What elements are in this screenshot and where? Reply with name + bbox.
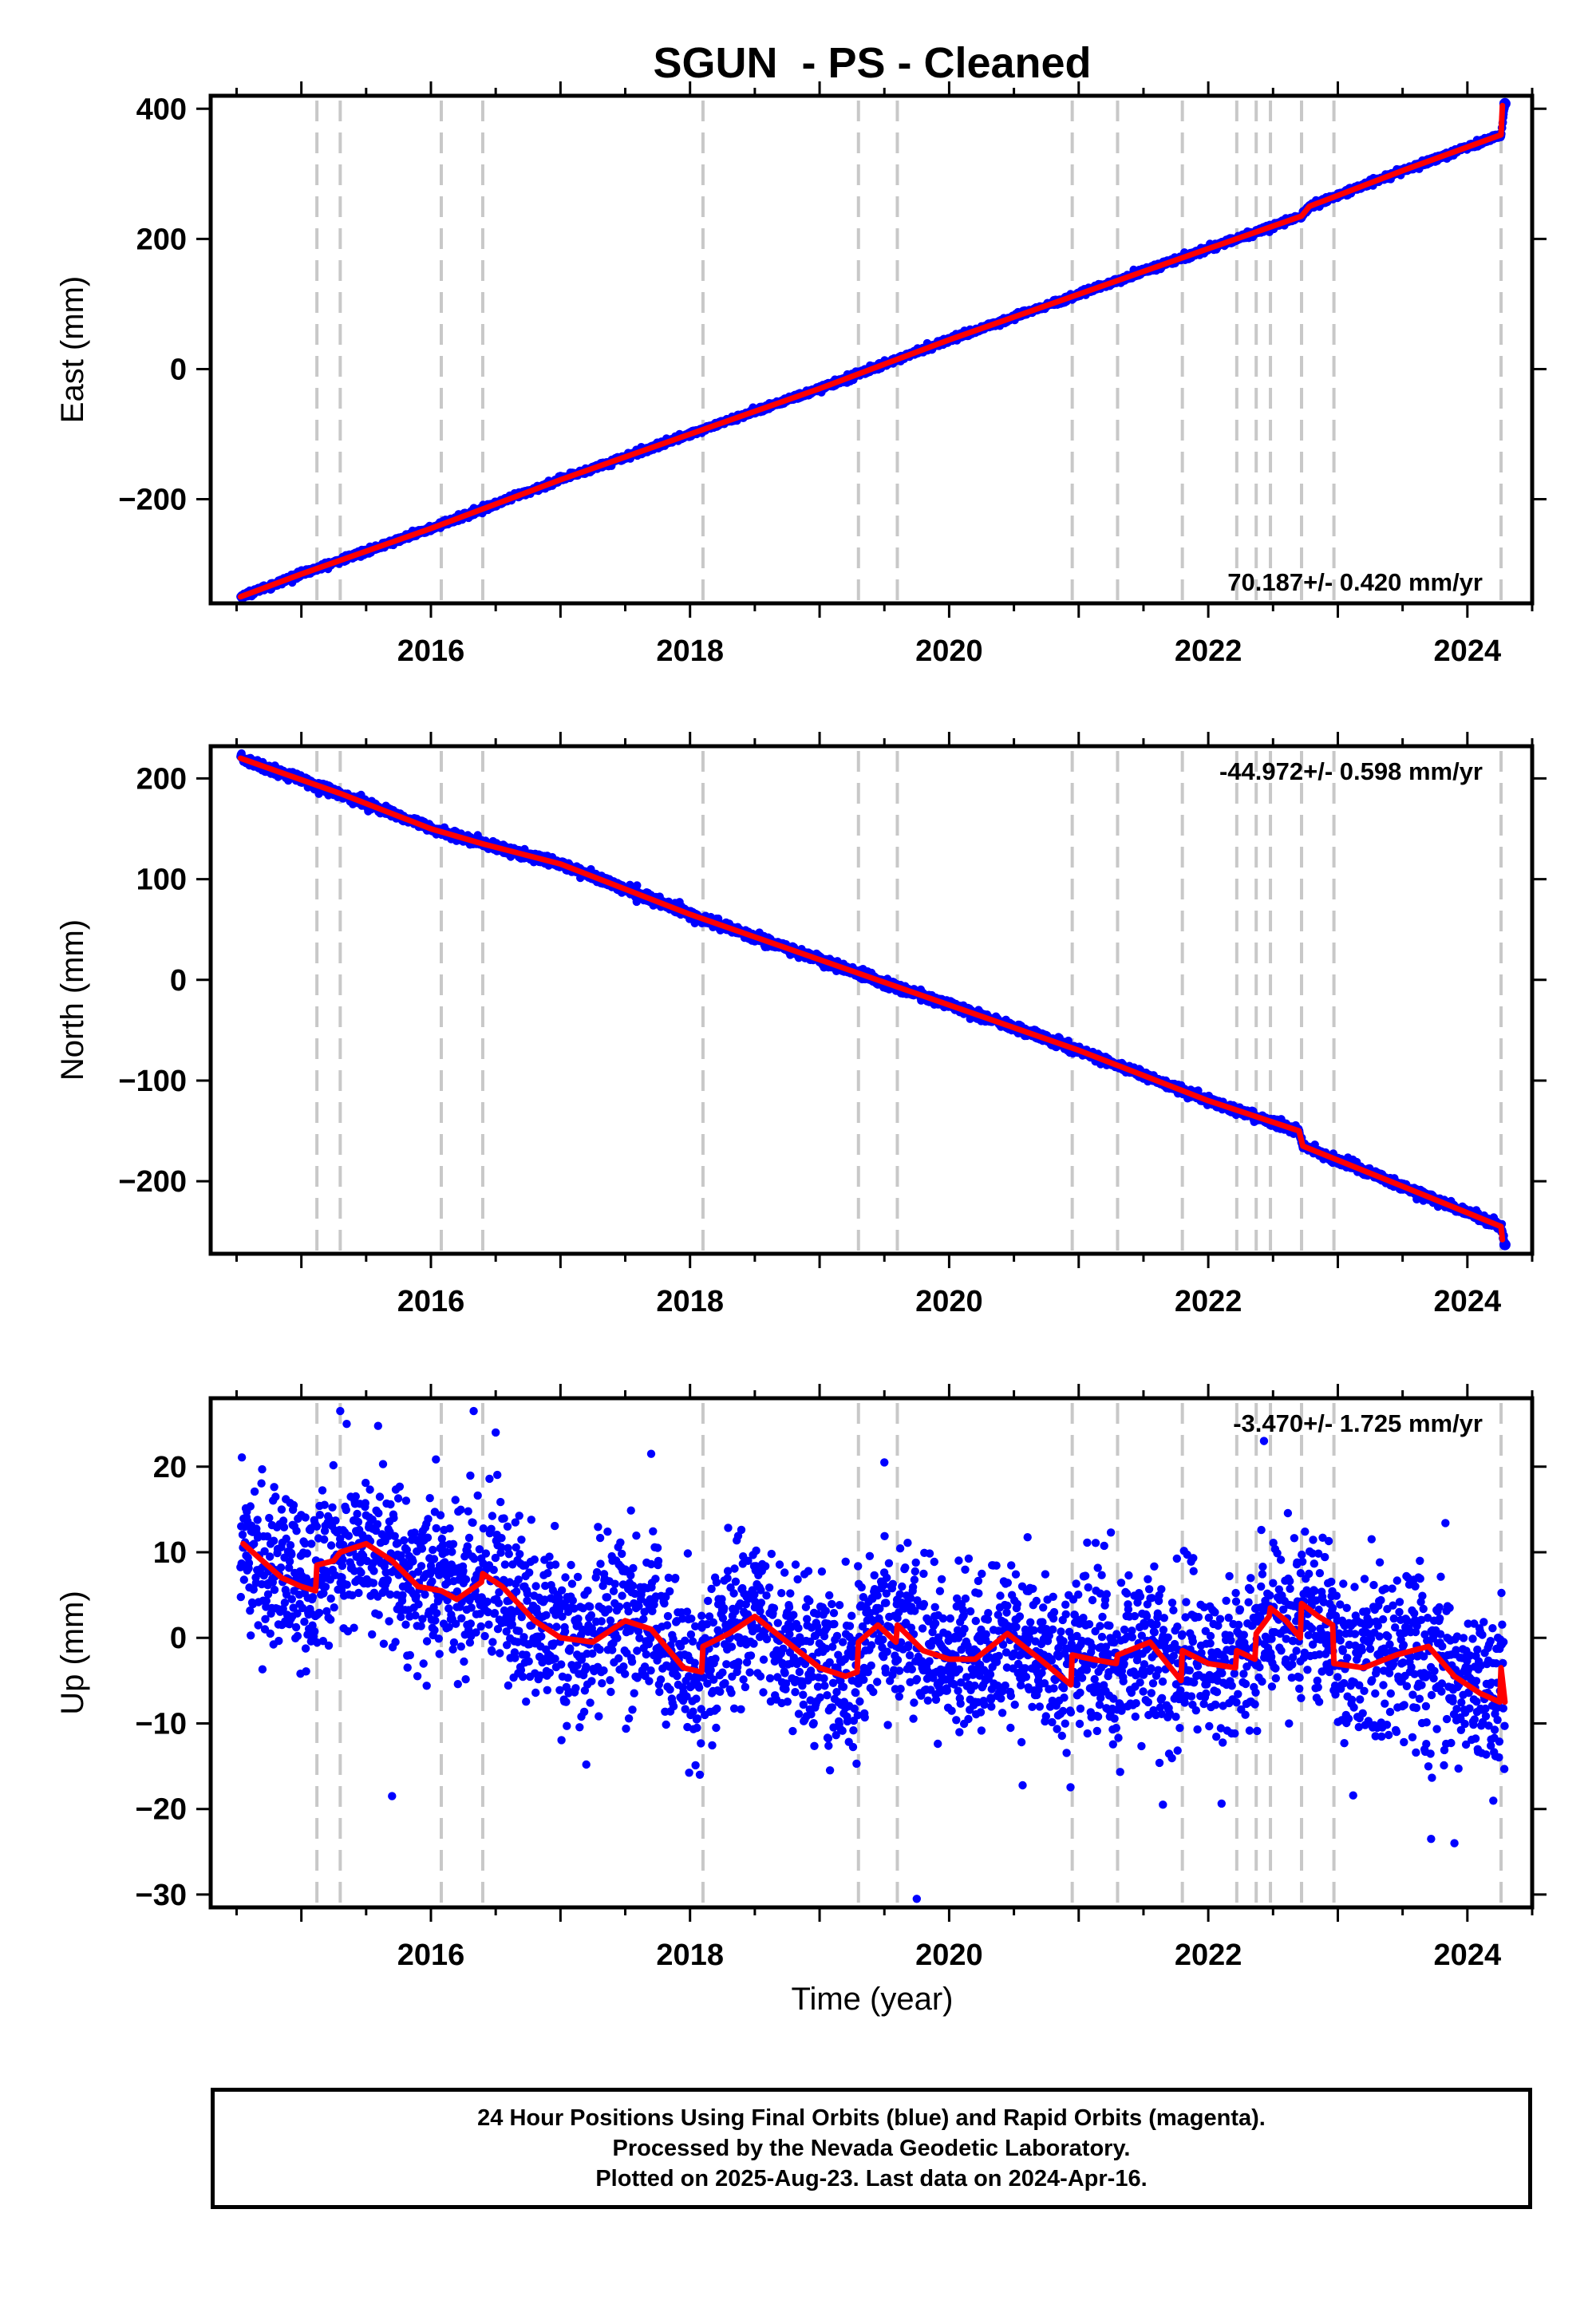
- y-tick-label: 400: [136, 93, 187, 126]
- east-panel: 2016 2018 2020 2022 2024 −200 0 200 400 East (mm)…: [55, 81, 1547, 668]
- y-tick-label: 0: [170, 353, 187, 386]
- data-layer: [236, 97, 1511, 603]
- x-tick-label: 2016: [397, 634, 465, 668]
- data-point: [633, 881, 642, 890]
- plot-area: [211, 96, 1532, 603]
- figure-title: SGUN - PS - Cleaned: [653, 39, 1091, 87]
- y-tick-label: 200: [136, 223, 187, 256]
- rate-annotation: 70.187+/- 0.420 mm/yr: [1227, 568, 1483, 596]
- x-tick-label: 2024: [1434, 634, 1502, 668]
- axes-frame: [208, 93, 1535, 606]
- x-tick-label: 2018: [656, 634, 724, 668]
- y-axis-label: East (mm): [55, 276, 90, 423]
- x-tick-label: 2022: [1175, 634, 1242, 668]
- x-tick-label: 2020: [915, 634, 983, 668]
- data-layer: [236, 749, 1511, 1251]
- north-panel: 2016 2018 2020 2022 2024−200−1000100200North…: [55, 732, 1547, 1318]
- y-tick-label: −200: [118, 484, 187, 517]
- model-line: [237, 102, 1506, 600]
